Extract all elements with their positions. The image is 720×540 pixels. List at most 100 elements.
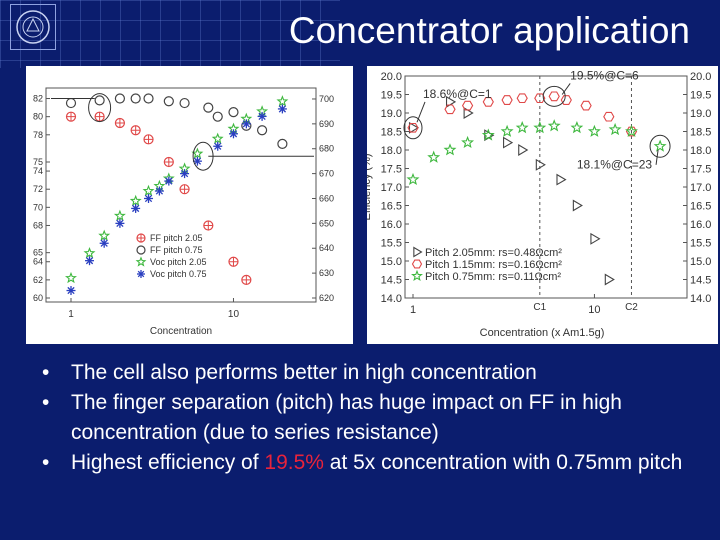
y2-tick-label: 19.0	[690, 108, 711, 120]
y-tick-label: 64	[33, 257, 43, 267]
y-tick-label: 14.0	[381, 293, 402, 305]
data-point	[443, 143, 457, 156]
data-point	[211, 132, 224, 144]
data-point	[115, 218, 125, 228]
y-tick-label: 18.0	[381, 145, 402, 157]
data-point	[515, 120, 529, 134]
data-point	[445, 95, 457, 108]
x-tick-label: 10	[228, 309, 240, 320]
y-tick-label: 75	[33, 157, 43, 167]
data-point	[164, 176, 174, 186]
y-tick-label: 65	[33, 248, 43, 258]
legend-label: Voc pitch 0.75	[150, 269, 207, 279]
x-tick-label: 1	[410, 304, 416, 316]
data-point	[408, 121, 420, 134]
y2-tick-label: 16.0	[690, 219, 711, 231]
legend-marker	[411, 259, 423, 269]
data-point	[130, 125, 141, 136]
data-point	[212, 111, 223, 122]
legend-label: FF pitch 0.75	[150, 245, 203, 255]
data-point	[257, 111, 267, 121]
y-tick-label: 17.5	[381, 164, 402, 176]
data-point	[501, 95, 513, 105]
figure-gap	[353, 66, 367, 344]
y-tick-label: 78	[33, 130, 43, 140]
logo-icon	[16, 10, 50, 44]
legend-label: Pitch 1.15mm: rs=0.16Ωcm²	[425, 259, 562, 271]
y2-tick-label: 16.5	[690, 201, 711, 213]
data-point	[94, 111, 105, 122]
data-point	[228, 256, 239, 267]
data-point	[66, 286, 76, 296]
data-point	[98, 229, 111, 241]
data-point	[144, 193, 154, 203]
data-point	[653, 139, 667, 152]
data-point	[163, 96, 174, 107]
data-point	[131, 203, 141, 213]
y-tick-label: 17.0	[381, 182, 402, 194]
marker-label: C2	[625, 302, 638, 313]
data-point	[407, 122, 419, 133]
bullet-item: • Highest efficiency of 19.5% at 5x conc…	[26, 448, 706, 478]
legend-label: FF pitch 2.05	[150, 233, 203, 243]
data-point	[85, 256, 95, 266]
data-point	[406, 172, 420, 186]
bullet-text: The cell also performs better in high co…	[71, 361, 537, 384]
bullet-dot: •	[42, 391, 50, 414]
y2-tick-label: 19.5	[690, 90, 711, 102]
highlight-ellipse	[542, 85, 566, 107]
annotation-line	[561, 83, 571, 95]
data-point	[518, 144, 529, 156]
x-tick-label: 10	[588, 304, 600, 316]
bullet-list: • The cell also performs better in high …	[26, 358, 706, 478]
x-axis-label: Concentration (x Am1.5g)	[480, 327, 605, 339]
data-point	[192, 156, 202, 166]
highlight-ellipse	[649, 134, 671, 158]
data-point	[65, 97, 77, 109]
y-tick-label: 20.0	[381, 71, 402, 83]
legend-marker	[413, 246, 423, 258]
data-point	[154, 186, 164, 196]
data-point	[547, 119, 561, 132]
data-point	[114, 93, 126, 104]
y-tick-label: 62	[33, 275, 43, 285]
header-grid-pattern	[0, 0, 340, 68]
data-point	[114, 117, 126, 129]
data-point	[203, 102, 214, 113]
y-tick-label: 74	[33, 166, 43, 176]
data-point	[463, 107, 474, 119]
legend-label: Voc pitch 2.05	[150, 257, 207, 267]
y-tick-label: 60	[33, 293, 43, 303]
data-point	[228, 107, 239, 118]
y-tick-label: 18.5	[381, 127, 402, 139]
data-point	[241, 274, 252, 285]
data-point	[130, 93, 141, 104]
y2-tick-label: 660	[319, 193, 334, 203]
data-point	[203, 220, 214, 231]
legend-marker	[136, 245, 146, 255]
y2-tick-label: 20.0	[690, 71, 711, 83]
data-point	[256, 125, 268, 136]
y2-tick-label: 680	[319, 144, 334, 154]
data-point	[179, 184, 190, 195]
data-point	[482, 97, 494, 107]
data-point	[625, 124, 638, 137]
legend-label: Pitch 2.05mm: rs=0.48Ωcm²	[425, 247, 562, 259]
data-point	[113, 209, 126, 221]
y2-tick-label: 690	[319, 119, 334, 129]
data-point	[608, 122, 622, 136]
highlight-ellipse	[403, 116, 423, 140]
legend-label: Pitch 0.75mm: rs=0.11Ωcm²	[425, 271, 561, 283]
y2-tick-label: 14.0	[690, 293, 711, 305]
data-point	[179, 97, 190, 109]
legend-marker	[410, 269, 424, 282]
data-point	[604, 273, 615, 286]
x-axis-label: Concentration	[150, 326, 212, 337]
data-point	[277, 138, 288, 149]
data-point	[94, 95, 105, 106]
data-point	[142, 184, 155, 197]
data-point	[228, 129, 238, 139]
y2-tick-label: 670	[319, 169, 334, 179]
y2-tick-label: 650	[319, 218, 334, 228]
